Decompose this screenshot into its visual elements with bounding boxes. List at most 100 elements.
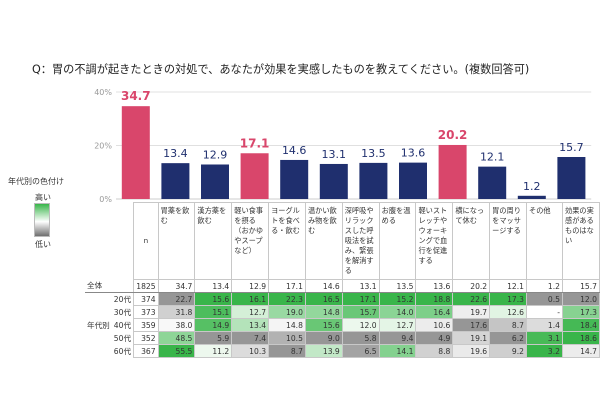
cell-value: 1.2 (526, 279, 563, 293)
row-label: 50代 (113, 333, 132, 343)
category-header: 漢方薬を飲む (194, 202, 233, 280)
cell-n: 373 (133, 305, 159, 319)
cell-value: 31.8 (157, 305, 196, 319)
cell-value: 15.2 (378, 292, 417, 306)
cell-value: 16.5 (304, 292, 343, 306)
data-label: 13.4 (163, 147, 188, 160)
cell-value: 12.7 (378, 318, 417, 332)
table-header-row: n 胃薬を飲む 漢方薬を飲む 軽い食事を摂る（おかゆやスープなど） ヨーグルトを食べる・… (85, 202, 600, 280)
cell-value: 6.2 (489, 331, 527, 345)
cell-value: 10.3 (231, 344, 270, 358)
cell-value: 18.4 (562, 318, 600, 332)
cell-n: 1825 (133, 279, 159, 293)
cell-value: 15.7 (562, 279, 600, 293)
category-header: 胃の周りをマッサージする (489, 202, 527, 280)
cell-value: 1.4 (526, 318, 563, 332)
question-text: Q：胃の不調が起きたときの対処で、あなたが効果を実感したものを教えてください。(… (32, 63, 530, 76)
cell-value: 4.9 (415, 331, 454, 345)
header-blank (85, 203, 134, 280)
cell-value: 3.2 (526, 344, 563, 358)
category-header: その他 (526, 202, 563, 280)
cell-n: 374 (133, 292, 159, 306)
table-row: 60代 367 55.5 11.2 10.3 8.7 13.9 6.5 14.1 8.8 19.6 9… (85, 344, 600, 358)
bar (557, 157, 586, 199)
data-label: 14.6 (282, 144, 307, 157)
y-tick-label: 20% (94, 142, 112, 151)
cell-value: 12.7 (231, 305, 270, 319)
cell-value: 8.8 (415, 344, 454, 358)
cell-value: 14.6 (304, 279, 343, 293)
cell-value: 3.1 (526, 331, 563, 345)
cell-value: 18.6 (562, 331, 600, 345)
data-table: n 胃薬を飲む 漢方薬を飲む 軽い食事を摂る（おかゆやスープなど） ヨーグルトを食べる・… (85, 202, 600, 358)
cell-n: 352 (133, 331, 159, 345)
cell-value: 11.2 (194, 344, 233, 358)
bar (438, 144, 467, 199)
data-label: 1.2 (523, 180, 541, 193)
cell-value: 19.7 (452, 305, 491, 319)
bar (359, 162, 388, 199)
bar (280, 159, 309, 199)
group-label: 年代別 (87, 320, 110, 330)
data-label: 13.5 (361, 147, 386, 160)
cell-value: 17.3 (489, 292, 527, 306)
cell-value: 12.1 (489, 279, 527, 293)
category-header: 軽いストレッチやウォーキングで血行を促進する (415, 202, 454, 280)
cell-value: 15.6 (194, 292, 233, 306)
cell-value: 10.6 (415, 318, 454, 332)
cell-value: 17.3 (562, 305, 600, 319)
cell-value: - (526, 305, 563, 319)
cell-value: 20.2 (452, 279, 491, 293)
cell-value: 14.9 (194, 318, 233, 332)
data-label: 34.7 (121, 89, 151, 103)
cell-value: 15.6 (304, 318, 343, 332)
cell-value: 55.5 (157, 344, 196, 358)
cell-value: 34.7 (157, 279, 196, 293)
data-label: 13.1 (322, 148, 347, 161)
cell-value: 12.0 (341, 318, 380, 332)
table-row: 年代別 20代 374 22.7 15.6 16.1 22.3 16.5 17.1 15.2 18.… (85, 292, 600, 330)
cell-value: 13.4 (194, 279, 233, 293)
cell-value: 17.1 (341, 292, 380, 306)
cell-value: 13.5 (378, 279, 417, 293)
cell-value: 6.5 (341, 344, 380, 358)
bar (399, 162, 427, 199)
cell-value: 16.4 (415, 305, 454, 319)
cell-value: 9.2 (489, 344, 527, 358)
cell-value: 22.6 (452, 292, 491, 306)
cell-value: 15.7 (341, 305, 380, 319)
legend-title: 年代別の色付け (8, 177, 64, 186)
cell-value: 16.1 (231, 292, 270, 306)
category-header: 効果の実感があるものはない (562, 202, 600, 280)
category-header: 深呼吸やリラックスした呼吸法を試み、緊張を解消する (341, 202, 380, 280)
bar (121, 106, 150, 199)
cell-value: 17.6 (452, 318, 491, 332)
data-label: 12.1 (480, 151, 505, 164)
cell-value: 13.9 (304, 344, 343, 358)
bar (201, 164, 229, 199)
category-header: 胃薬を飲む (157, 202, 196, 280)
cell-value: 19.0 (268, 305, 306, 319)
y-tick-label: 0% (99, 195, 112, 204)
cell-value: 12.9 (231, 279, 270, 293)
cell-value: 13.4 (231, 318, 270, 332)
cell-value: 18.8 (415, 292, 454, 306)
bar (319, 163, 348, 199)
data-label: 17.1 (240, 136, 270, 150)
cell-value: 13.1 (341, 279, 380, 293)
cell-n: 359 (133, 318, 159, 332)
bar (478, 166, 507, 199)
header-n: n (133, 202, 159, 280)
table-row: 40代 359 38.0 14.9 13.4 14.8 15.6 12.0 12.7 10.6 17… (85, 318, 600, 332)
category-header: 軽い食事を摂る（おかゆやスープなど） (231, 202, 270, 280)
cell-value: 48.5 (157, 331, 196, 345)
bar-chart: 0% 20% 40% 34.7 13.4 12.9 17.1 14.6 13.1 13.5 13.6… (94, 88, 592, 204)
row-label: 60代 (113, 346, 132, 356)
cell-value: 9.0 (304, 331, 343, 345)
data-label: 20.2 (438, 128, 468, 142)
cell-value: 10.5 (268, 331, 306, 345)
category-header: お腹を温める (378, 202, 417, 280)
cell-value: 14.7 (562, 344, 600, 358)
table-row: 30代 373 31.8 15.1 12.7 19.0 14.8 15.7 14.0 16.4 19… (85, 305, 600, 319)
row-label: 20代 (113, 294, 132, 304)
